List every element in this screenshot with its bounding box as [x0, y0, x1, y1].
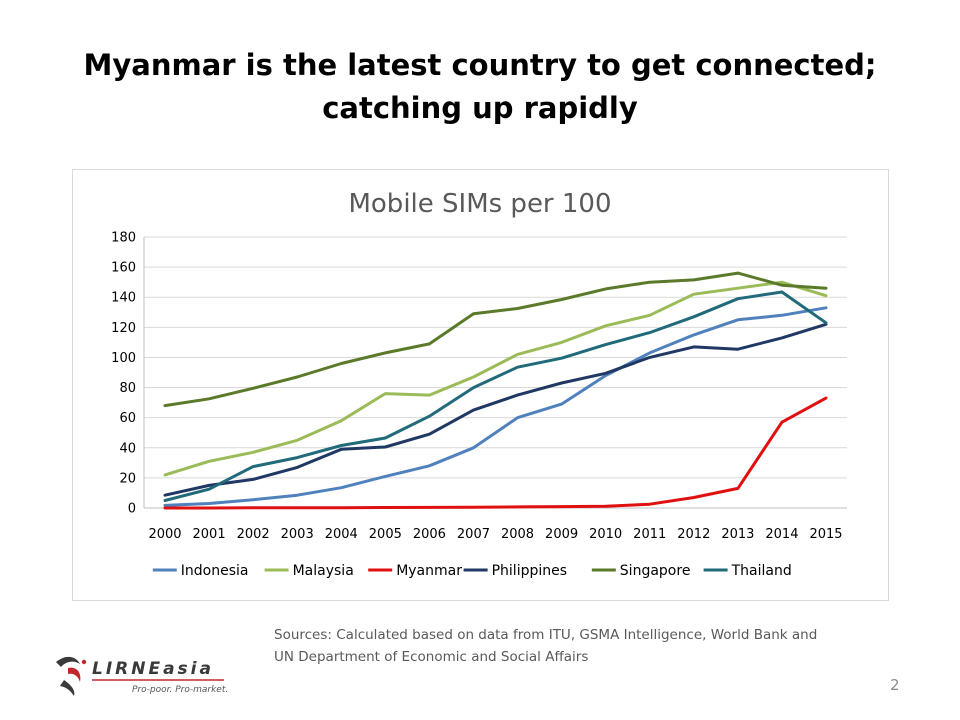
legend-label: Philippines	[492, 563, 567, 579]
page-number: 2	[890, 676, 900, 694]
x-tick-label: 2006	[413, 527, 446, 542]
legend-item-indonesia: Indonesia	[152, 563, 249, 579]
lirneasia-logo: LIRNEasia Pro-poor. Pro-market.	[56, 656, 227, 696]
legend-label: Indonesia	[181, 563, 249, 579]
line-chart: Mobile SIMs per 100 0 20 40 60 80 100 120 140 16…	[111, 189, 847, 579]
y-tick-label: 140	[111, 291, 136, 306]
y-tick-label: 100	[111, 351, 136, 366]
x-tick-label: 2013	[721, 527, 754, 542]
axes: 0 20 40 60 80 100 120 140 160 180 2000 2001 2002 2003…	[111, 231, 847, 542]
legend-label: Myanmar	[396, 563, 462, 579]
series-line-malaysia	[163, 280, 828, 477]
chart-title: Mobile SIMs per 100	[348, 189, 611, 219]
legend-item-singapore: Singapore	[591, 563, 691, 579]
y-tick-label: 60	[119, 411, 136, 426]
y-tick-label: 160	[111, 261, 136, 276]
legend-label: Malaysia	[293, 563, 354, 579]
x-tick-label: 2012	[677, 527, 710, 542]
sources-line-1: Sources: Calculated based on data from I…	[274, 627, 818, 643]
y-tick-label: 40	[119, 441, 136, 456]
slide-title-line-2: catching up rapidly	[322, 91, 638, 125]
legend-label: Singapore	[620, 563, 691, 579]
chart-frame: Mobile SIMs per 100 0 20 40 60 80 100 120 140 16…	[72, 169, 889, 601]
x-tick-label: 2008	[501, 527, 534, 542]
series-line-myanmar	[163, 396, 828, 510]
x-tick-label: 2000	[148, 527, 181, 542]
y-tick-label: 180	[111, 231, 136, 246]
series-line-philippines	[163, 322, 828, 497]
legend-item-thailand: Thailand	[703, 563, 792, 579]
y-tick-label: 120	[111, 321, 136, 336]
x-tick-label: 2005	[369, 527, 402, 542]
legend-label: Thailand	[731, 563, 792, 579]
y-tick-label: 0	[128, 502, 136, 517]
x-tick-label: 2010	[589, 527, 622, 542]
series-line-singapore	[163, 271, 828, 408]
legend-item-philippines: Philippines	[463, 563, 567, 579]
x-tick-label: 2009	[545, 527, 578, 542]
logo-tagline: Pro-poor. Pro-market.	[132, 685, 227, 695]
legend-item-malaysia: Malaysia	[264, 563, 354, 579]
sources-note: Sources: Calculated based on data from I…	[274, 624, 894, 668]
slide-title: Myanmar is the latest country to get con…	[40, 44, 920, 130]
y-tick-label: 20	[119, 471, 136, 486]
x-tick-label: 2002	[237, 527, 270, 542]
legend: Indonesia Malaysia Myanmar Philippines Singa…	[152, 563, 792, 579]
series-line-thailand	[163, 290, 828, 502]
x-tick-label: 2004	[325, 527, 358, 542]
x-tick-label: 2001	[193, 527, 226, 542]
series-lines	[163, 271, 828, 510]
y-tick-label: 80	[119, 381, 136, 396]
x-tick-label: 2003	[281, 527, 314, 542]
series-line-indonesia	[163, 306, 828, 507]
slide-title-line-1: Myanmar is the latest country to get con…	[83, 48, 877, 82]
logo-wordmark: LIRNEasia	[92, 659, 214, 679]
legend-item-myanmar: Myanmar	[368, 563, 462, 579]
logo-mark-icon	[56, 656, 87, 696]
sources-line-2: UN Department of Economic and Social Aff…	[274, 649, 589, 665]
x-tick-label: 2015	[809, 527, 842, 542]
x-tick-label: 2014	[765, 527, 798, 542]
x-tick-label: 2007	[457, 527, 490, 542]
x-tick-label: 2011	[633, 527, 666, 542]
